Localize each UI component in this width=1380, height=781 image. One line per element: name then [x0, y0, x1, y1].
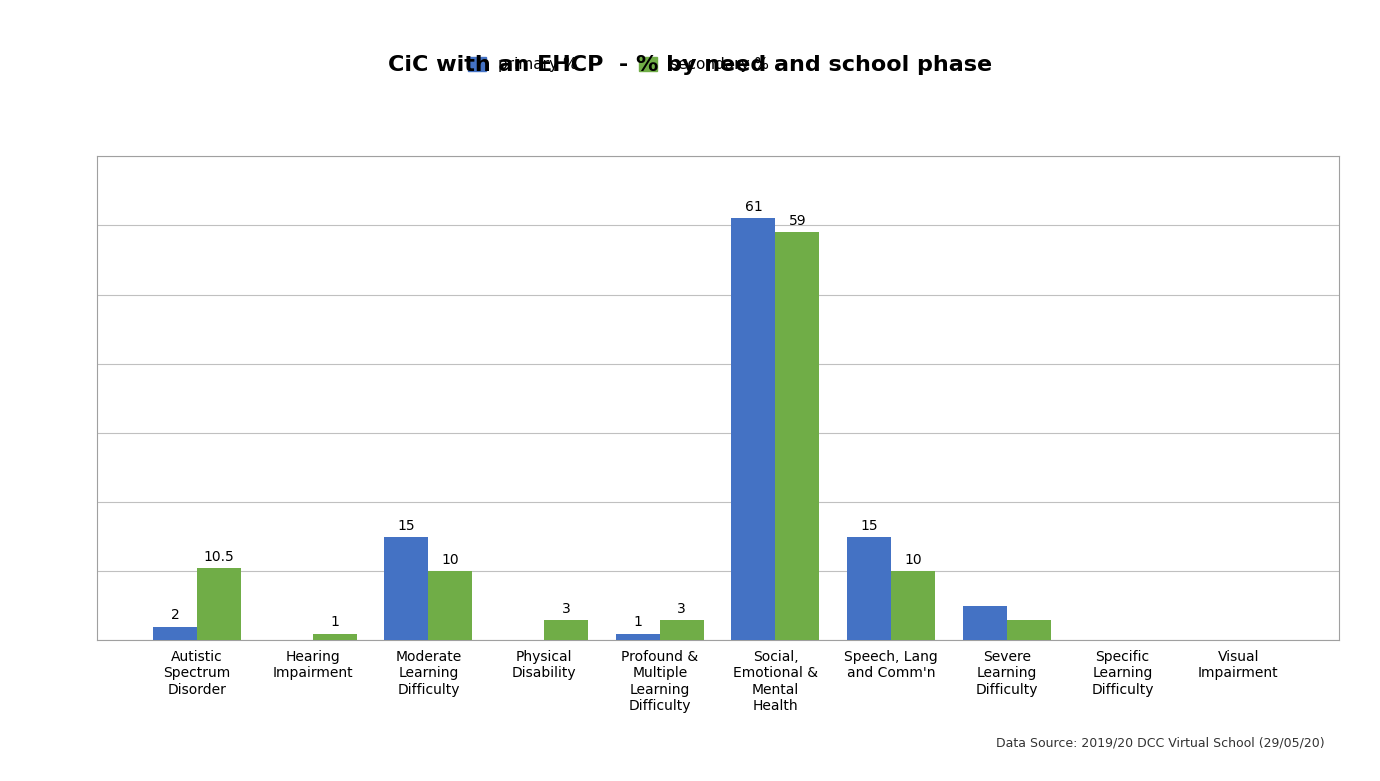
- Text: 3: 3: [562, 601, 570, 615]
- Text: 15: 15: [860, 519, 878, 533]
- Text: 3: 3: [678, 601, 686, 615]
- Text: CiC with an EHCP  - % by need and school phase: CiC with an EHCP - % by need and school …: [388, 55, 992, 75]
- Text: Data Source: 2019/20 DCC Virtual School (29/05/20): Data Source: 2019/20 DCC Virtual School …: [996, 736, 1325, 750]
- Bar: [660, 619, 704, 640]
- Text: 61: 61: [745, 200, 762, 214]
- Bar: [428, 571, 472, 640]
- Bar: [847, 537, 891, 640]
- Text: 10: 10: [904, 553, 922, 567]
- Bar: [197, 568, 241, 640]
- Text: 2: 2: [171, 608, 179, 622]
- Text: 59: 59: [788, 214, 806, 228]
- Bar: [731, 219, 776, 640]
- Bar: [776, 232, 820, 640]
- Text: 15: 15: [397, 519, 415, 533]
- Bar: [963, 606, 1007, 640]
- Text: 10: 10: [442, 553, 460, 567]
- Bar: [385, 537, 428, 640]
- Text: 1: 1: [330, 615, 339, 629]
- Bar: [153, 626, 197, 640]
- Text: 1: 1: [633, 615, 642, 629]
- Bar: [615, 633, 660, 640]
- Text: 10.5: 10.5: [204, 550, 235, 564]
- Bar: [891, 571, 936, 640]
- Legend: primary %, secondary %: primary %, secondary %: [468, 57, 769, 73]
- Bar: [544, 619, 588, 640]
- Bar: [1007, 619, 1050, 640]
- Bar: [313, 633, 356, 640]
